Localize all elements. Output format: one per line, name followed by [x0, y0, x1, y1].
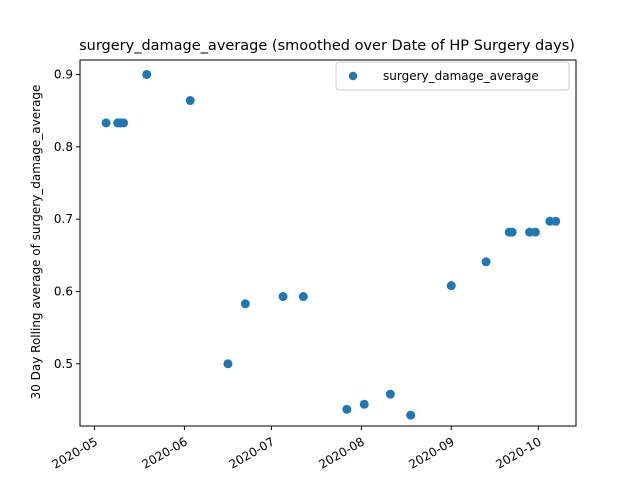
- data-point: [101, 118, 111, 128]
- x-tick-label: 2020-09: [406, 434, 456, 471]
- plot-frame: [79, 59, 577, 427]
- data-point: [385, 389, 395, 399]
- x-axis: 2020-05 2020-06 2020-07 2020-08 2020-09 2020-…: [50, 426, 544, 472]
- y-tick-label: 0.5: [54, 357, 73, 371]
- data-point: [278, 292, 288, 302]
- data-point: [446, 281, 456, 291]
- data-point: [507, 227, 517, 237]
- plot-area: [79, 59, 577, 427]
- data-point: [406, 410, 416, 420]
- x-tick-label: 2020-06: [139, 434, 189, 471]
- x-tick-label: 2020-07: [227, 434, 277, 471]
- y-tick-label: 0.7: [54, 212, 73, 226]
- y-tick-label: 0.6: [54, 284, 73, 298]
- legend-marker: [348, 71, 358, 81]
- data-point: [185, 96, 195, 106]
- x-tick-label: 2020-10: [493, 434, 543, 471]
- data-point: [223, 359, 233, 369]
- data-point: [481, 257, 491, 267]
- data-point: [359, 399, 369, 409]
- y-axis: 0.5 0.6 0.7 0.8 0.9: [54, 67, 80, 371]
- y-tick-label: 0.8: [54, 140, 73, 154]
- chart-title: surgery_damage_average (smoothed over Da…: [79, 38, 575, 54]
- legend: surgery_damage_average: [335, 61, 570, 91]
- x-tick-label: 2020-08: [316, 434, 366, 471]
- data-point: [240, 299, 250, 309]
- data-point: [298, 292, 308, 302]
- data-point: [551, 216, 561, 226]
- data-points: [101, 69, 561, 420]
- data-point: [342, 404, 352, 414]
- legend-label: surgery_damage_average: [383, 69, 539, 83]
- legend-box: [335, 61, 570, 91]
- y-tick-label: 0.9: [54, 67, 73, 81]
- x-tick-label: 2020-05: [50, 434, 100, 471]
- data-point: [119, 118, 129, 128]
- y-axis-label: 30 Day Rolling average of surgery_damage…: [29, 85, 43, 400]
- data-point: [530, 227, 540, 237]
- data-point: [142, 69, 152, 79]
